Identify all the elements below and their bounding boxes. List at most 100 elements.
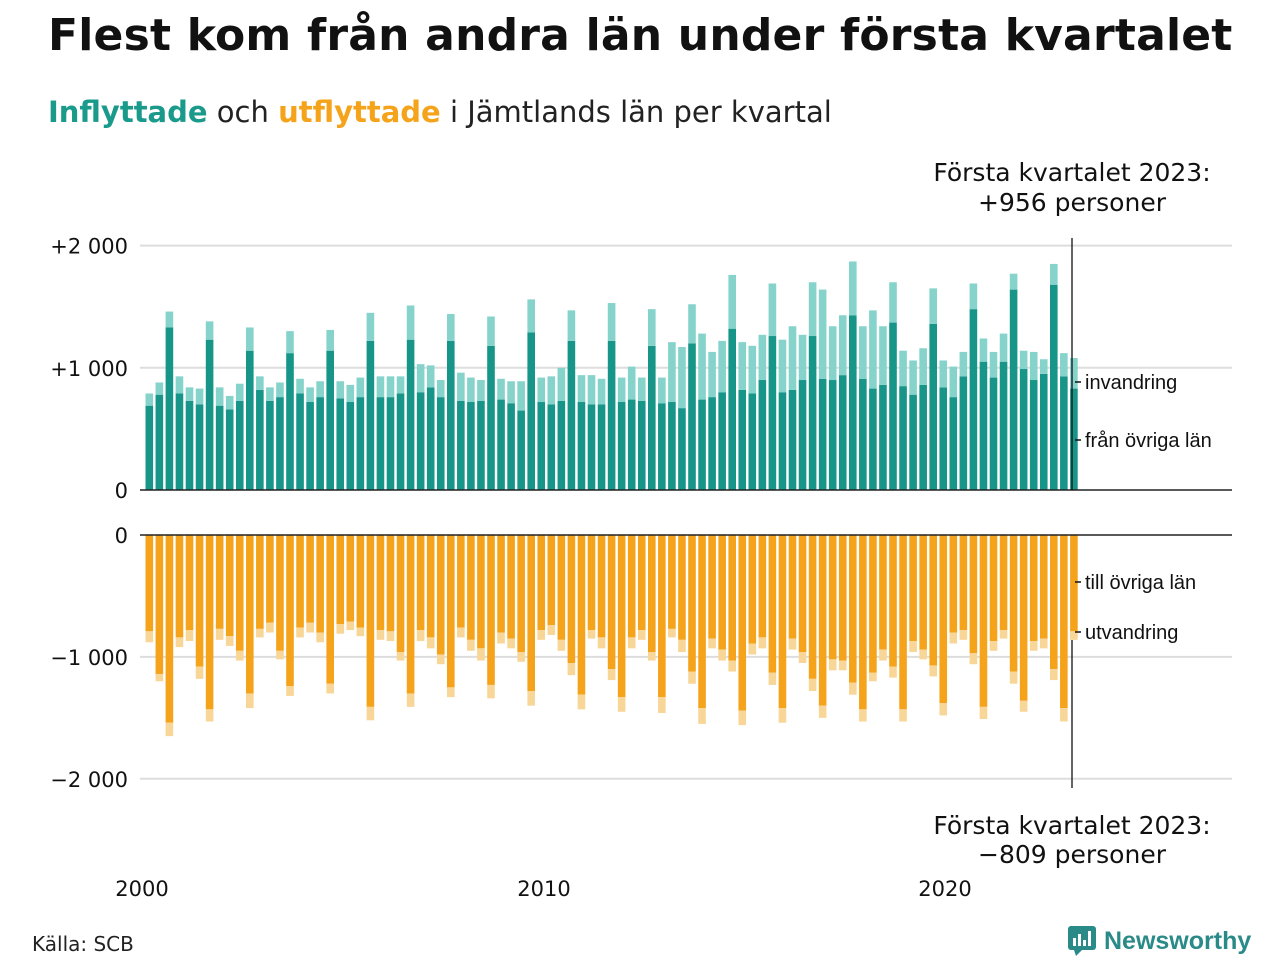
bar-utvandring: [668, 628, 676, 638]
bar-till-ovriga-lan: [467, 535, 475, 640]
bar-fran-ovriga-lan: [1029, 380, 1038, 490]
bar-till-ovriga-lan: [929, 535, 937, 666]
bar-fran-ovriga-lan: [487, 345, 495, 490]
bar-fran-ovriga-lan: [336, 398, 345, 490]
bar-utvandring: [778, 708, 787, 723]
bar-till-ovriga-lan: [235, 535, 244, 651]
bar-fran-ovriga-lan: [567, 340, 576, 490]
bar-utvandring: [838, 660, 847, 671]
bar-fran-ovriga-lan: [718, 392, 726, 490]
bar-till-ovriga-lan: [869, 535, 877, 673]
bar-till-ovriga-lan: [195, 535, 204, 667]
bar-fran-ovriga-lan: [678, 408, 686, 490]
bar-till-ovriga-lan: [658, 535, 666, 698]
bar-fran-ovriga-lan: [316, 397, 324, 490]
bar-till-ovriga-lan: [849, 535, 857, 683]
bar-utvandring: [185, 630, 194, 642]
bar-utvandring: [859, 709, 867, 722]
bar-till-ovriga-lan: [678, 535, 686, 640]
bar-till-ovriga-lan: [708, 535, 716, 639]
bar-invandring: [1050, 263, 1058, 285]
bar-fran-ovriga-lan: [426, 387, 435, 490]
bar-fran-ovriga-lan: [366, 340, 375, 490]
legend-fran-ovriga-lan: från övriga län: [1085, 430, 1212, 452]
bar-till-ovriga-lan: [748, 535, 757, 644]
bar-fran-ovriga-lan: [989, 377, 998, 490]
bar-till-ovriga-lan: [909, 535, 917, 642]
bar-till-ovriga-lan: [567, 535, 576, 663]
bar-fran-ovriga-lan: [246, 350, 254, 490]
bar-till-ovriga-lan: [989, 535, 998, 642]
bar-invandring: [386, 376, 395, 398]
bar-utvandring: [929, 665, 937, 677]
bar-utvandring: [708, 638, 716, 649]
bar-utvandring: [607, 669, 616, 681]
bar-fran-ovriga-lan: [979, 361, 988, 490]
bar-utvandring: [447, 687, 455, 698]
bar-till-ovriga-lan: [838, 535, 847, 661]
bar-fran-ovriga-lan: [396, 393, 405, 490]
bar-utvandring: [346, 621, 355, 631]
bar-fran-ovriga-lan: [969, 309, 978, 490]
bar-utvandring: [959, 630, 968, 640]
bar-till-ovriga-lan: [587, 535, 596, 631]
bar-utvandring: [356, 627, 365, 637]
bar-utvandring: [497, 632, 505, 644]
newsworthy-logo: Newsworthy: [1068, 925, 1251, 957]
bar-till-ovriga-lan: [527, 535, 535, 692]
bar-till-ovriga-lan: [447, 535, 455, 688]
bar-invandring: [557, 367, 566, 401]
bar-utvandring: [889, 666, 897, 678]
bar-fran-ovriga-lan: [778, 392, 787, 490]
bar-fran-ovriga-lan: [617, 402, 626, 490]
bar-fran-ovriga-lan: [1060, 376, 1068, 490]
bar-utvandring: [849, 682, 857, 695]
bar-utvandring: [678, 639, 686, 653]
bar-invandring: [627, 366, 636, 400]
bar-utvandring: [426, 637, 435, 649]
bar-invandring: [165, 311, 174, 328]
bar-till-ovriga-lan: [969, 535, 978, 654]
bottom-annotation-line1: Första kvartalet 2023:: [933, 811, 1210, 840]
bar-till-ovriga-lan: [648, 535, 656, 653]
bar-till-ovriga-lan: [999, 535, 1008, 631]
bar-utvandring: [416, 630, 425, 642]
bar-till-ovriga-lan: [879, 535, 887, 650]
bar-invandring: [879, 326, 887, 385]
bar-utvandring: [597, 637, 606, 649]
bar-invandring: [798, 334, 807, 381]
bar-till-ovriga-lan: [1060, 535, 1068, 709]
bar-till-ovriga-lan: [627, 535, 636, 638]
bar-till-ovriga-lan: [426, 535, 435, 638]
bar-till-ovriga-lan: [1019, 535, 1028, 701]
bar-fran-ovriga-lan: [1070, 388, 1078, 490]
bar-invandring: [658, 377, 666, 404]
bar-invandring: [547, 376, 556, 405]
bar-invandring: [939, 360, 948, 388]
bar-utvandring: [286, 686, 294, 696]
bar-utvandring: [487, 684, 495, 699]
bottom-y-tick-label: −2 000: [50, 768, 128, 792]
bar-invandring: [436, 380, 445, 398]
bar-invandring: [266, 387, 274, 401]
bar-utvandring: [326, 683, 334, 694]
bar-fran-ovriga-lan: [256, 389, 264, 490]
bar-invandring: [768, 283, 777, 337]
bar-till-ovriga-lan: [416, 535, 425, 631]
bar-fran-ovriga-lan: [698, 399, 706, 490]
bar-till-ovriga-lan: [346, 535, 355, 622]
bar-utvandring: [235, 650, 244, 661]
bar-utvandring: [718, 649, 726, 661]
bar-till-ovriga-lan: [286, 535, 294, 687]
bar-till-ovriga-lan: [1009, 535, 1018, 672]
bar-utvandring: [1019, 700, 1028, 712]
bar-utvandring: [256, 628, 264, 638]
bar-invandring: [447, 314, 455, 341]
bar-till-ovriga-lan: [738, 535, 747, 711]
bar-till-ovriga-lan: [185, 535, 194, 631]
bar-fran-ovriga-lan: [155, 394, 164, 490]
bar-till-ovriga-lan: [778, 535, 787, 709]
bar-utvandring: [517, 652, 525, 662]
bar-invandring: [577, 375, 586, 403]
